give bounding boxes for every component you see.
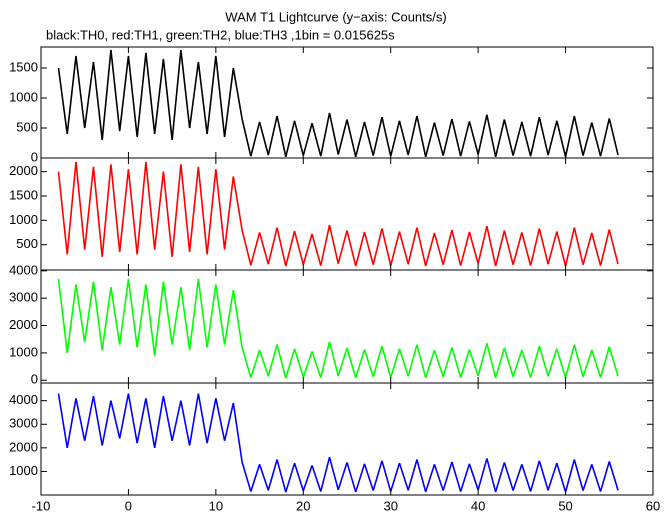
chart-subtitle: black:TH0, red:TH1, green:TH2, blue:TH3 … xyxy=(46,27,395,42)
x-tick-label: 30 xyxy=(383,498,397,513)
x-tick-label: 40 xyxy=(471,498,485,513)
data-line xyxy=(57,393,619,493)
data-line xyxy=(57,161,619,267)
y-tick-label: 2000 xyxy=(9,439,38,454)
y-tick-label: 1000 xyxy=(9,212,38,227)
y-tick-label: 0 xyxy=(31,149,38,164)
x-tick-label: 50 xyxy=(558,498,572,513)
y-tick-label: 1000 xyxy=(9,344,38,359)
x-tick-label: 10 xyxy=(209,498,223,513)
y-tick-label: 3000 xyxy=(9,290,38,305)
x-tick-label: 60 xyxy=(646,498,660,513)
y-tick-label: 0 xyxy=(31,372,38,387)
y-tick-label: 3000 xyxy=(9,416,38,431)
chart-title: WAM T1 Lightcurve (y−axis: Counts/s) xyxy=(225,9,446,24)
y-tick-label: 2000 xyxy=(9,163,38,178)
panel-frame xyxy=(40,382,654,496)
y-tick-label: 1000 xyxy=(9,463,38,478)
data-line xyxy=(57,278,619,379)
x-tick-label: 20 xyxy=(296,498,310,513)
y-tick-label: 1000 xyxy=(9,89,38,104)
y-tick-label: 1500 xyxy=(9,187,38,202)
y-tick-label: 1500 xyxy=(9,59,38,74)
y-tick-label: 2000 xyxy=(9,317,38,332)
x-tick-label: -10 xyxy=(32,498,51,513)
y-tick-label: 4000 xyxy=(9,392,38,407)
y-tick-label: 500 xyxy=(16,236,38,251)
y-tick-label: 4000 xyxy=(9,262,38,277)
x-tick-label: 0 xyxy=(125,498,132,513)
data-line xyxy=(57,49,619,157)
y-tick-label: 500 xyxy=(16,119,38,134)
